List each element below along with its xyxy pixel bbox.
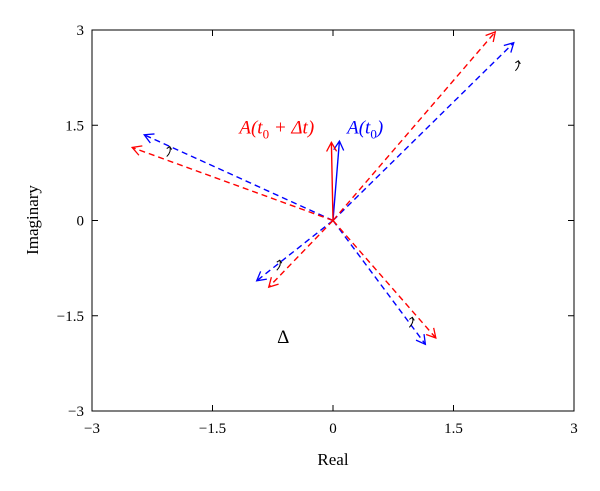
annotation-part: Δ — [277, 327, 289, 348]
red-dashed-vector — [267, 220, 334, 289]
x-tick-label: 0 — [329, 421, 337, 437]
annotation-a_t0: A(t0) — [345, 118, 383, 142]
vector-series — [130, 30, 515, 346]
rotation-arrow-head — [515, 60, 521, 65]
annotation-part: 0 — [370, 127, 377, 142]
y-tick-label: 3 — [77, 23, 85, 39]
annotation-part: 0 — [263, 127, 270, 142]
y-tick-label: 1.5 — [65, 118, 84, 134]
rotation-arrow-head — [166, 145, 173, 150]
red-dashed-vector — [130, 145, 334, 222]
annotation-part: + Δt) — [269, 118, 314, 139]
red-dashed-vector — [332, 30, 497, 221]
rotation-arrow-head — [276, 259, 283, 264]
blue-dashed-vector — [255, 219, 334, 282]
y-tick-label: −1.5 — [57, 309, 84, 325]
annotation-delta: Δ — [277, 327, 289, 348]
axis-tick-labels: −3 −1.5 0 1.5 3 −3 −1.5 0 1.5 3 — [57, 23, 578, 437]
blue-dashed-vector — [332, 220, 427, 346]
red-solid-vector — [326, 141, 338, 221]
annotation-a_t0_dt: A(t0 + Δt) — [237, 118, 314, 142]
blue-solid-vector — [332, 139, 345, 221]
rotation-arrow-head — [409, 316, 415, 321]
annotation-part: A(t — [237, 118, 263, 139]
annotations: A(t0 + Δt) A(t0)Δ — [237, 118, 383, 349]
axis-ticks — [91, 29, 575, 412]
annotation-part: A(t — [345, 118, 371, 139]
x-axis-label: Real — [317, 450, 348, 469]
annotation-part: ) — [376, 118, 383, 139]
x-tick-label: −3 — [84, 421, 100, 437]
y-axis-label: Imaginary — [23, 185, 42, 255]
y-tick-label: −3 — [68, 404, 84, 420]
x-tick-label: 1.5 — [444, 421, 463, 437]
blue-dashed-vector — [142, 133, 334, 222]
y-tick-label: 0 — [77, 214, 85, 230]
rotation-marks — [166, 60, 521, 328]
red-dashed-vector — [332, 220, 437, 339]
x-tick-label: 3 — [570, 421, 578, 437]
x-tick-label: −1.5 — [199, 421, 226, 437]
blue-dashed-vector — [332, 41, 515, 221]
